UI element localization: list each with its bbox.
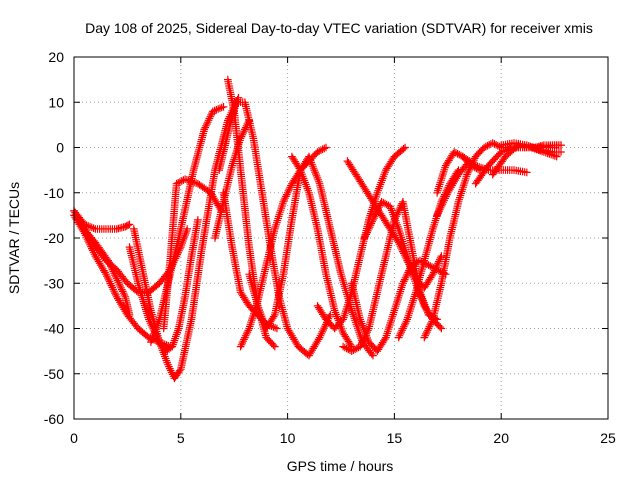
x-axis-label: GPS time / hours <box>287 458 394 474</box>
series-29-markers <box>531 141 565 152</box>
data-series-10 <box>215 98 335 360</box>
series-24-markers <box>433 157 473 220</box>
x-tick-label: 15 <box>387 430 403 446</box>
tick-layer: 0 5 10 15 20 25 -60 -50 -40 -30 -20 -10 0 10 20 <box>44 49 616 446</box>
y-tick-label: -50 <box>44 366 64 382</box>
data-series-20 <box>360 198 446 333</box>
y-tick-label: -10 <box>44 185 64 201</box>
data-series-4 <box>76 220 134 319</box>
series-8-markers <box>159 175 226 333</box>
x-tick-label: 5 <box>177 430 185 446</box>
series-14-markers <box>245 152 377 360</box>
y-tick-label: -20 <box>44 230 64 246</box>
series-7-markers <box>147 103 228 346</box>
series-20-markers <box>360 198 446 333</box>
y-axis-label: SDTVAR / TECUs <box>6 182 22 294</box>
data-layer <box>70 75 565 383</box>
x-tick-label: 20 <box>493 430 509 446</box>
data-series-15 <box>288 152 356 351</box>
x-tick-label: 25 <box>600 430 616 446</box>
chart-title: Day 108 of 2025, Sidereal Day-to-day VTE… <box>85 20 593 36</box>
data-series-6 <box>125 216 202 355</box>
y-tick-label: 10 <box>48 94 64 110</box>
y-tick-label: -40 <box>44 321 64 337</box>
series-6-markers <box>125 216 202 355</box>
data-series-24 <box>433 157 473 220</box>
series-10-markers <box>215 98 335 360</box>
series-4-markers <box>76 220 134 319</box>
data-series-29 <box>531 141 565 152</box>
x-tick-label: 0 <box>70 430 78 446</box>
y-tick-label: 20 <box>48 49 64 65</box>
y-tick-label: -30 <box>44 275 64 291</box>
x-tick-label: 10 <box>280 430 296 446</box>
data-series-8 <box>159 175 226 333</box>
series-15-markers <box>288 152 356 351</box>
data-series-7 <box>147 103 228 346</box>
grid-layer <box>74 57 608 419</box>
y-tick-label: 0 <box>56 140 64 156</box>
y-tick-label: -60 <box>44 411 64 427</box>
data-series-14 <box>245 152 377 360</box>
